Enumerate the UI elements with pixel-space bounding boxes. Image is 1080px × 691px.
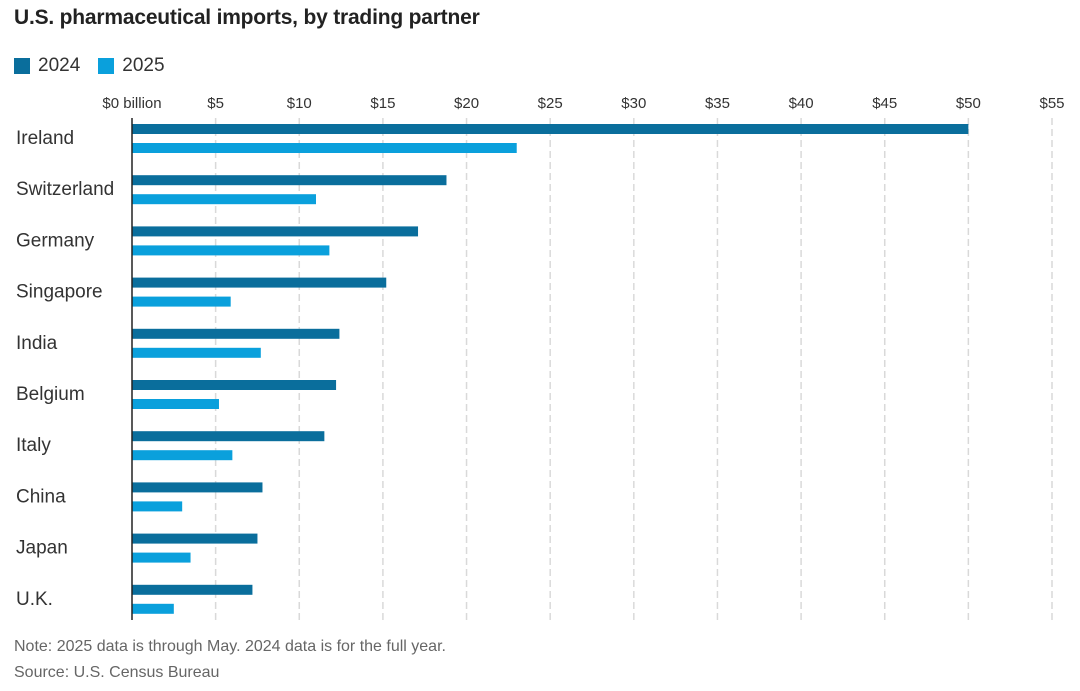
bar-2025: [132, 450, 233, 461]
bar-2024: [132, 175, 447, 186]
bar-2024: [132, 226, 419, 237]
category-label: India: [16, 333, 58, 354]
x-tick-label: $35: [705, 95, 730, 112]
x-tick-label: $15: [370, 95, 395, 112]
bar-2025: [132, 501, 183, 512]
category-label: China: [16, 486, 66, 507]
x-tick-label: $30: [621, 95, 646, 112]
bar-2025: [132, 143, 517, 153]
bar-2025: [132, 603, 174, 614]
legend: 2024 2025: [14, 55, 183, 77]
bar-2024: [132, 482, 263, 493]
chart-note: Note: 2025 data is through May. 2024 dat…: [14, 638, 446, 655]
legend-item-2024: 2024: [14, 55, 80, 77]
category-label: U.K.: [16, 589, 53, 610]
bar-2024: [132, 380, 337, 390]
legend-swatch-2024: [14, 58, 30, 74]
x-tick-label: $20: [454, 95, 479, 112]
category-label: Switzerland: [16, 179, 114, 200]
x-tick-label: $25: [538, 95, 563, 112]
bar-2025: [132, 399, 219, 409]
bar-2024: [132, 328, 340, 339]
x-tick-label: $50: [956, 95, 981, 112]
legend-item-2025: 2025: [98, 55, 165, 77]
category-label: Belgium: [16, 384, 85, 405]
bar-2024: [132, 584, 253, 595]
x-tick-label: $0 billion: [102, 95, 161, 112]
x-tick-label: $45: [872, 95, 897, 112]
category-label: Italy: [16, 435, 51, 456]
chart-source: Source: U.S. Census Bureau: [14, 664, 220, 681]
x-tick-label: $10: [287, 95, 312, 112]
bar-2025: [132, 194, 316, 205]
x-tick-label: $40: [789, 95, 814, 112]
x-tick-label: $55: [1039, 95, 1064, 112]
bar-2025: [132, 347, 261, 358]
bar-2025: [132, 245, 330, 256]
legend-label-2024: 2024: [38, 55, 81, 76]
legend-label-2025: 2025: [122, 55, 165, 76]
x-tick-label: $5: [207, 95, 224, 112]
bar-2024: [132, 277, 387, 288]
bar-2024: [132, 431, 325, 442]
legend-swatch-2025: [98, 58, 115, 74]
category-label: Japan: [16, 538, 68, 559]
category-label: Singapore: [16, 282, 103, 303]
bar-2025: [132, 296, 231, 307]
category-label: Ireland: [16, 128, 74, 149]
bar-2024: [132, 124, 969, 134]
bar-2025: [132, 552, 191, 563]
category-label: Germany: [16, 230, 95, 251]
bar-2024: [132, 533, 258, 544]
chart-title: U.S. pharmaceutical imports, by trading …: [14, 6, 480, 29]
